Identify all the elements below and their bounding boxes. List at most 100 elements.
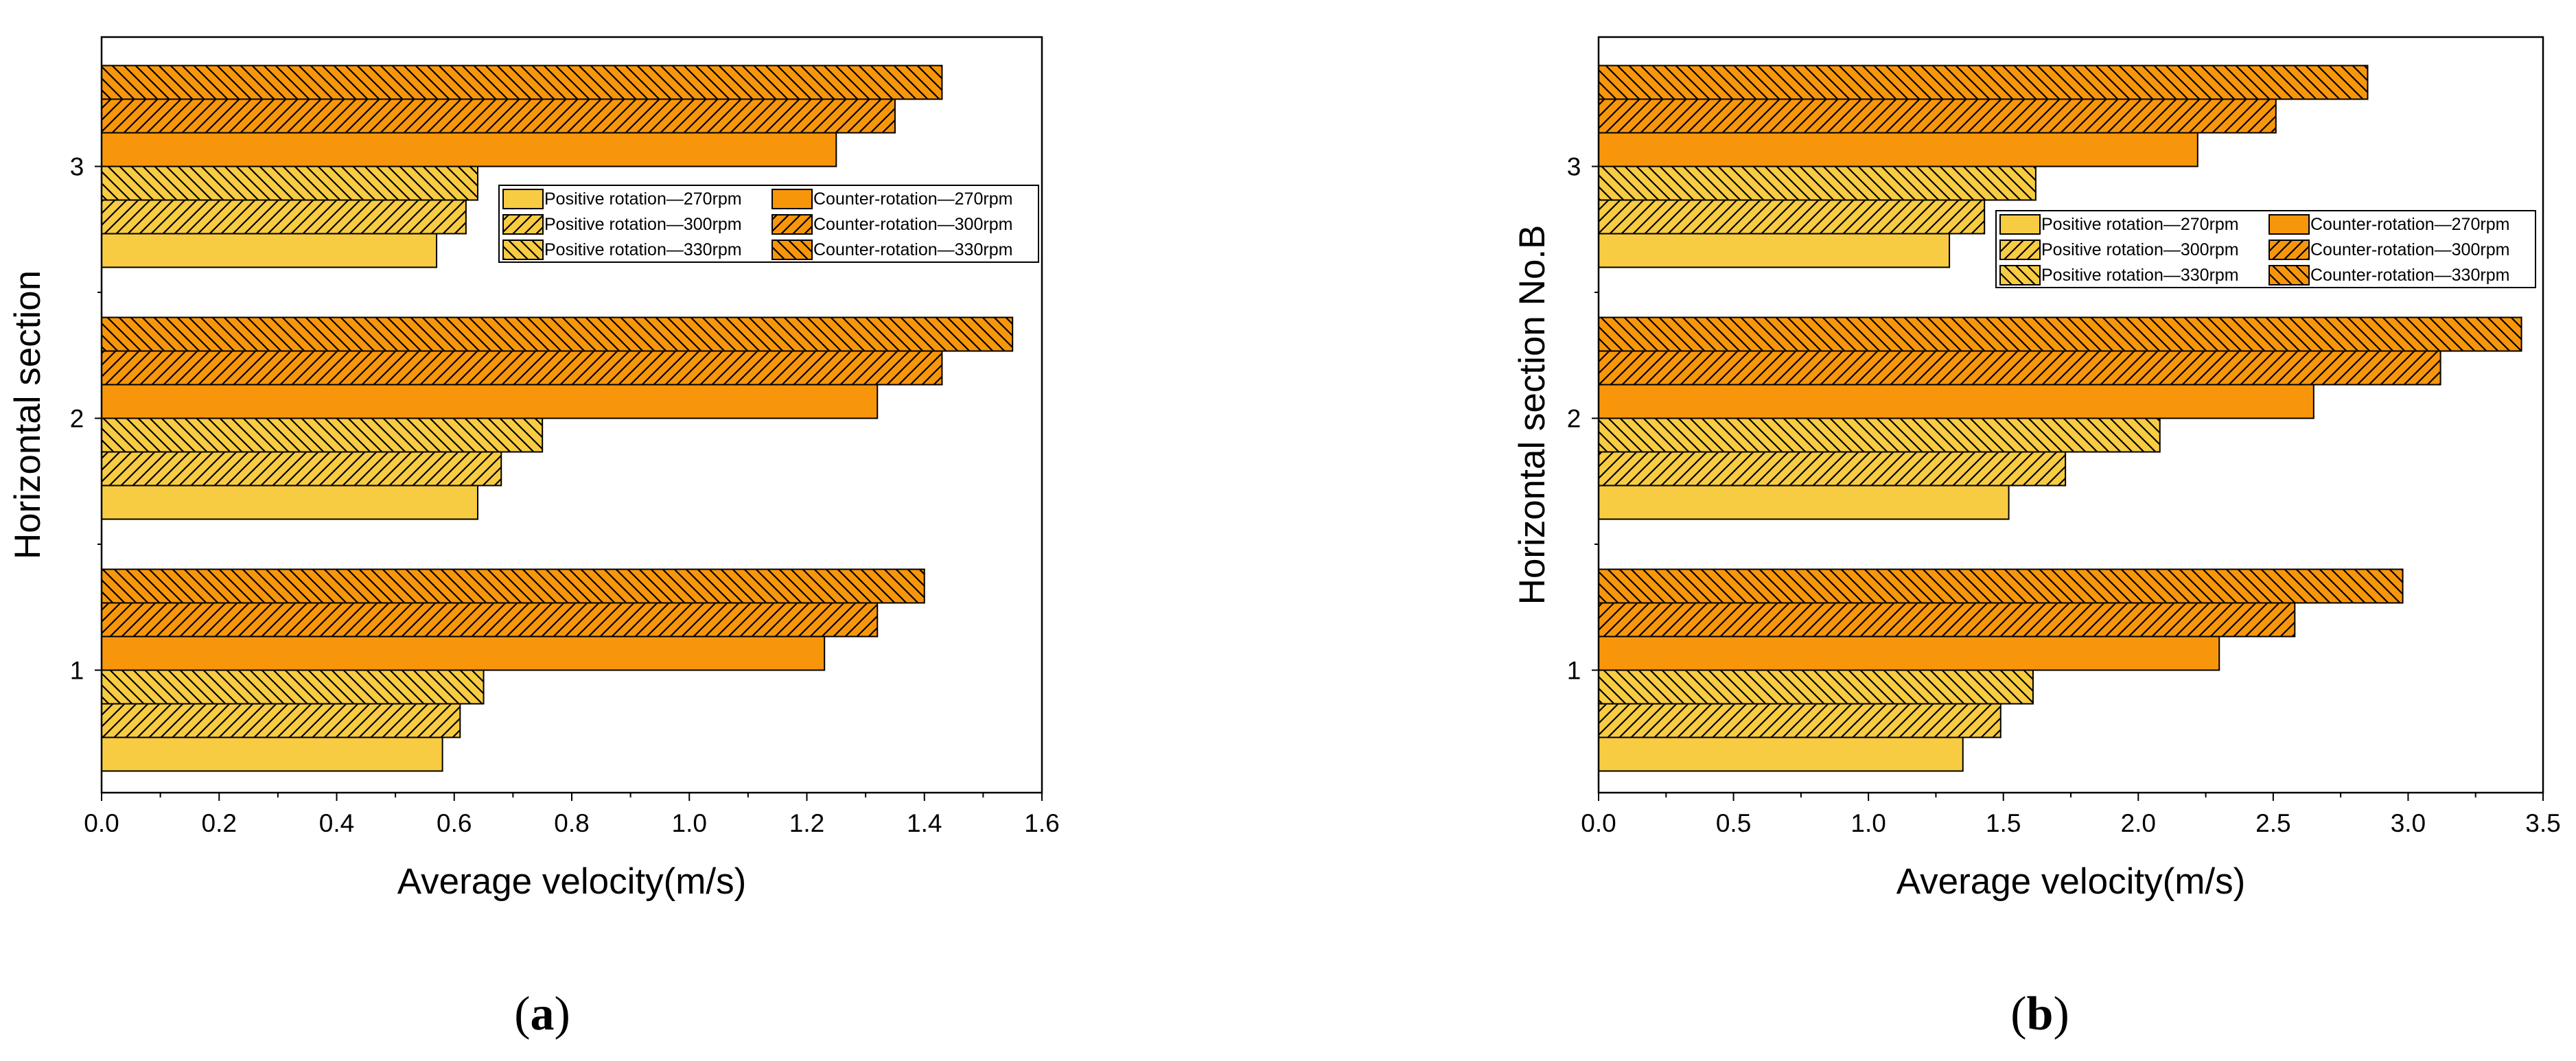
legend-label-4: Counter-rotation—300rpm: [813, 215, 1012, 234]
legend-swatch-hatch-3: [2000, 240, 2040, 259]
bar-b-section-1-series-4: [1598, 636, 2220, 671]
bar-b-section-2-series-2-hatch: [1599, 452, 2066, 486]
legend-label-6: Counter-rotation—330rpm: [2310, 266, 2509, 285]
x-tick-label-8: 1.6: [1024, 809, 1059, 837]
bar-a-section-3-series-2-hatch: [102, 200, 466, 234]
y-tick-label-1: 1: [70, 657, 84, 685]
x-axis-label: Average velocity(m/s): [1896, 861, 2246, 902]
y-tick-label-2: 2: [70, 405, 84, 433]
bar-a-section-3-series-6-hatch: [102, 65, 942, 100]
panel-label: (b): [2010, 988, 2069, 1040]
y-tick-label-1: 1: [1567, 657, 1581, 685]
bar-b-section-3-series-4: [1598, 132, 2198, 167]
legend-label-2: Counter-rotation—270rpm: [2310, 215, 2509, 234]
bar-a-section-1-series-3-hatch: [102, 670, 484, 704]
chart-b: 1 2 3 0.0 0.5 1.0 1.5 2.0 2.5 3.0 3.5 Average veloc…: [1512, 36, 2561, 1040]
x-tick-label-4: 0.8: [554, 809, 589, 837]
x-tick-label-1: 0.5: [1716, 809, 1751, 837]
bar-b-section-2-series-5-hatch: [1599, 351, 2441, 385]
bar-a-section-1-series-2-hatch: [102, 703, 461, 738]
legend-label-6: Counter-rotation—330rpm: [813, 240, 1012, 259]
bar-b-section-1-series-6-hatch: [1599, 569, 2403, 603]
x-tick-label-5: 2.5: [2255, 809, 2290, 837]
bar-a-section-1-series-1: [101, 736, 443, 772]
legend-swatch-1: [502, 189, 544, 209]
bar-b-section-2-series-4: [1598, 384, 2314, 419]
bar-b-section-3-series-1: [1598, 233, 1951, 268]
legend-swatch-hatch-4: [2269, 240, 2309, 259]
legend-swatch-hatch-3: [503, 215, 543, 234]
bar-a-section-2-series-5-hatch: [102, 351, 942, 385]
y-tick-label-3: 3: [1567, 153, 1581, 181]
legend-label-5: Positive rotation—330rpm: [544, 240, 742, 259]
legend-swatch-hatch-5: [503, 240, 543, 259]
x-tick-label-2: 1.0: [1850, 809, 1885, 837]
legend-swatch-hatch-6: [772, 240, 812, 259]
legend-label-5: Positive rotation—330rpm: [2041, 266, 2239, 285]
x-tick-label-6: 1.2: [789, 809, 824, 837]
bar-a-section-3-series-3-hatch: [102, 166, 478, 200]
legend-swatch-2: [771, 189, 813, 209]
bar-b-section-1-series-1: [1598, 736, 1964, 772]
bar-a-section-3-series-4: [101, 132, 837, 167]
x-tick-label-0: 0.0: [1581, 809, 1616, 837]
legend-label-3: Positive rotation—300rpm: [2041, 240, 2239, 259]
bar-a-section-1-series-4: [101, 636, 826, 671]
bar-a-section-2-series-3-hatch: [102, 418, 543, 452]
y-tick-label-2: 2: [1567, 405, 1581, 433]
chart-a: 1 2 3 0.0 0.2 0.4 0.6 0.8 1.0 1.2 1.4 1.6 Average ve…: [8, 36, 1060, 1040]
bar-b-section-1-series-2-hatch: [1599, 703, 2001, 738]
x-tick-label-6: 3.0: [2391, 809, 2426, 837]
x-tick-label-7: 3.5: [2525, 809, 2560, 837]
bar-b-section-2-series-6-hatch: [1599, 317, 2522, 351]
bar-b-section-3-series-5-hatch: [1599, 99, 2276, 133]
panel-label-open: (: [2010, 988, 2026, 1040]
legend-box: [1995, 210, 2536, 288]
bar-a-section-3-series-1: [101, 233, 438, 268]
legend-label-4: Counter-rotation—300rpm: [2310, 240, 2509, 259]
x-tick-label-1: 0.2: [202, 809, 237, 837]
bar-a-section-1-series-6-hatch: [102, 569, 925, 603]
legend-swatch-hatch-5: [2000, 266, 2040, 285]
panel-label-open: (: [514, 988, 530, 1040]
panel-label: (a): [514, 988, 570, 1040]
panel-label-close: ): [2053, 988, 2069, 1040]
x-tick-label-5: 1.0: [672, 809, 707, 837]
legend-swatch-1: [1999, 214, 2041, 235]
x-tick-label-7: 1.4: [907, 809, 942, 837]
x-tick-label-3: 1.5: [1986, 809, 2021, 837]
bar-a-section-2-series-2-hatch: [102, 452, 502, 486]
bar-b-section-2-series-1: [1598, 485, 2010, 520]
panel-label-letter: b: [2027, 988, 2054, 1040]
bar-b-section-2-series-3-hatch: [1599, 418, 2160, 452]
bar-b-section-1-series-3-hatch: [1599, 670, 2033, 704]
x-tick-label-0: 0.0: [84, 809, 119, 837]
bar-a-section-2-series-1: [101, 485, 478, 520]
x-tick-label-4: 2.0: [2121, 809, 2156, 837]
legend-label-1: Positive rotation—270rpm: [2041, 215, 2239, 234]
bar-b-section-3-series-3-hatch: [1599, 166, 2036, 200]
legend-box: [498, 185, 1039, 263]
x-tick-label-2: 0.4: [319, 809, 354, 837]
y-tick-label-3: 3: [70, 153, 84, 181]
bar-b-section-1-series-5-hatch: [1599, 603, 2295, 637]
x-tick-label-3: 0.6: [437, 809, 472, 837]
bar-b-section-3-series-2-hatch: [1599, 200, 1985, 234]
bar-a-section-3-series-5-hatch: [102, 99, 895, 133]
legend-swatch-2: [2268, 214, 2310, 235]
y-axis-label: Horizontal section: [8, 270, 48, 559]
legend-label-3: Positive rotation—300rpm: [544, 215, 742, 234]
y-axis-label: Horizontal section No.B: [1512, 225, 1553, 605]
bar-b-section-3-series-6-hatch: [1599, 65, 2368, 100]
legend-swatch-hatch-4: [772, 215, 812, 234]
legend-label-1: Positive rotation—270rpm: [544, 189, 742, 209]
bar-a-section-1-series-5-hatch: [102, 603, 878, 637]
bar-a-section-2-series-4: [101, 384, 879, 419]
x-axis-label: Average velocity(m/s): [397, 861, 747, 902]
bar-a-section-2-series-6-hatch: [102, 317, 1013, 351]
legend-swatch-hatch-6: [2269, 266, 2309, 285]
panel-label-letter: a: [531, 988, 555, 1040]
legend-label-2: Counter-rotation—270rpm: [813, 189, 1012, 209]
panel-label-close: ): [555, 988, 570, 1040]
